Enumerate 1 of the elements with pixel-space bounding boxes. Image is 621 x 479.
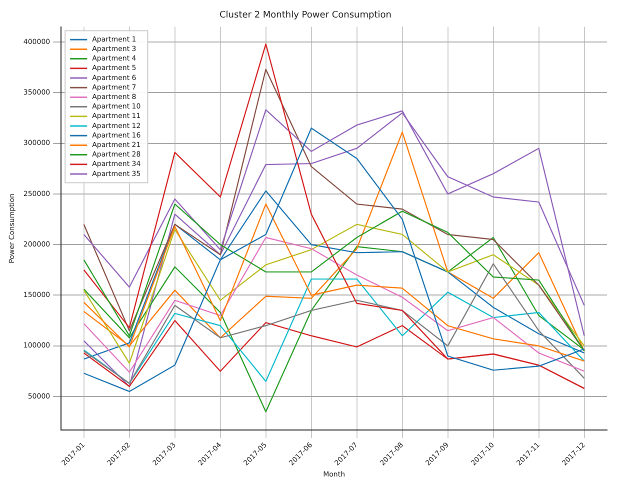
chart-title: Cluster 2 Monthly Power Consumption xyxy=(220,10,392,21)
